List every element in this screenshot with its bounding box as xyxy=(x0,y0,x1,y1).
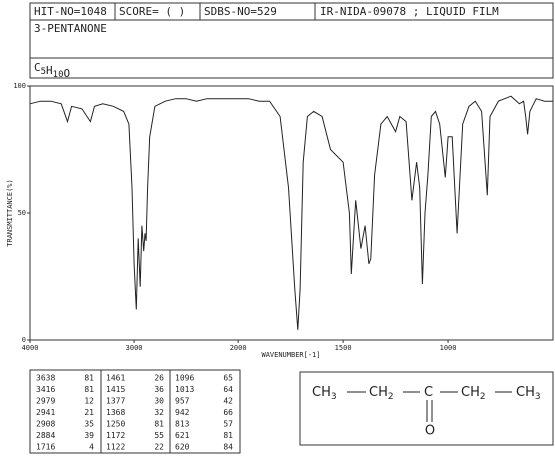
peak-wavenumber: 1415 xyxy=(106,385,125,394)
peak-transmittance: 81 xyxy=(84,374,94,383)
peak-transmittance: 65 xyxy=(223,374,233,383)
peak-transmittance: 84 xyxy=(223,443,233,452)
peak-wavenumber: 2979 xyxy=(36,397,55,406)
peak-wavenumber: 942 xyxy=(175,408,190,417)
peak-transmittance: 81 xyxy=(154,420,164,429)
atom: CH xyxy=(369,385,388,400)
peak-wavenumber: 3638 xyxy=(36,374,55,383)
peak-wavenumber: 1013 xyxy=(175,385,194,394)
peak-wavenumber: 1122 xyxy=(106,443,125,452)
peak-transmittance: 32 xyxy=(154,408,164,417)
structure-group: CH3 xyxy=(516,385,541,402)
peak-transmittance: 35 xyxy=(84,420,94,429)
peak-transmittance: 30 xyxy=(154,397,164,406)
y-axis-label: TRANSMITTANCE(%) xyxy=(6,179,14,246)
atom: CH xyxy=(312,385,331,400)
subscript: 5 xyxy=(41,67,46,77)
structure-group: CH3 xyxy=(312,385,337,402)
peak-wavenumber: 1377 xyxy=(106,397,125,406)
element: O xyxy=(64,67,71,80)
x-tick-label: 3000 xyxy=(126,344,143,352)
peak-transmittance: 64 xyxy=(223,385,233,394)
peak-wavenumber: 3416 xyxy=(36,385,55,394)
subscript: 3 xyxy=(535,392,541,402)
peak-transmittance: 12 xyxy=(84,397,94,406)
structure-group: C xyxy=(424,385,433,400)
peak-transmittance: 66 xyxy=(223,408,233,417)
x-tick-label: 1500 xyxy=(335,344,352,352)
subscript: 10 xyxy=(53,70,64,80)
plot-frame xyxy=(29,85,554,341)
header-box xyxy=(29,2,554,79)
peak-wavenumber: 2884 xyxy=(36,431,55,440)
peak-transmittance: 42 xyxy=(223,397,233,406)
peak-wavenumber: 1716 xyxy=(36,443,55,452)
peak-wavenumber: 1250 xyxy=(106,420,125,429)
peak-wavenumber: 957 xyxy=(175,397,190,406)
peak-wavenumber: 620 xyxy=(175,443,190,452)
peak-table-box xyxy=(29,369,241,454)
peak-wavenumber: 1368 xyxy=(106,408,125,417)
peak-transmittance: 4 xyxy=(89,443,94,452)
peak-transmittance: 22 xyxy=(154,443,164,452)
peak-transmittance: 55 xyxy=(154,431,164,440)
atom: CH xyxy=(461,385,480,400)
peak-wavenumber: 813 xyxy=(175,420,190,429)
y-tick-label: 50 xyxy=(18,209,26,217)
peak-transmittance: 57 xyxy=(223,420,233,429)
x-axis-label: WAVENUMBER[-1] xyxy=(261,351,320,359)
atom: CH xyxy=(516,385,535,400)
x-tick-label: 4000 xyxy=(22,344,39,352)
peak-wavenumber: 1096 xyxy=(175,374,194,383)
score: SCORE= ( ) xyxy=(119,5,185,18)
peak-transmittance: 21 xyxy=(84,408,94,417)
atom: C xyxy=(424,385,433,400)
subscript: 2 xyxy=(480,392,486,402)
peak-transmittance: 36 xyxy=(154,385,164,394)
subscript: 3 xyxy=(331,392,337,402)
spectrum-line xyxy=(29,95,553,330)
peak-wavenumber: 1461 xyxy=(106,374,125,383)
element: C xyxy=(34,61,41,74)
peak-wavenumber: 2941 xyxy=(36,408,55,417)
peak-transmittance: 26 xyxy=(154,374,164,383)
y-tick-label: 100 xyxy=(13,82,26,90)
x-tick-label: 1000 xyxy=(440,344,457,352)
element: H xyxy=(46,64,53,77)
structure-group: CH2 xyxy=(369,385,394,402)
peak-wavenumber: 1172 xyxy=(106,431,125,440)
subscript: 2 xyxy=(388,392,394,402)
y-tick-label: 0 xyxy=(22,336,26,344)
oxygen: O xyxy=(425,424,435,439)
peak-wavenumber: 621 xyxy=(175,431,190,440)
formula: C5H10O xyxy=(34,61,70,80)
x-tick-label: 2000 xyxy=(230,344,247,352)
structure-group: CH2 xyxy=(461,385,486,402)
sdbs-no: SDBS-NO=529 xyxy=(204,5,277,18)
peak-transmittance: 39 xyxy=(84,431,94,440)
structure-box xyxy=(299,371,554,446)
ir-code: IR-NIDA-09078 ; LIQUID FILM xyxy=(320,5,499,18)
hit-no: HIT-NO=1048 xyxy=(34,5,107,18)
peak-wavenumber: 2908 xyxy=(36,420,55,429)
peak-transmittance: 81 xyxy=(223,431,233,440)
compound-name: 3-PENTANONE xyxy=(34,22,107,35)
peak-transmittance: 81 xyxy=(84,385,94,394)
